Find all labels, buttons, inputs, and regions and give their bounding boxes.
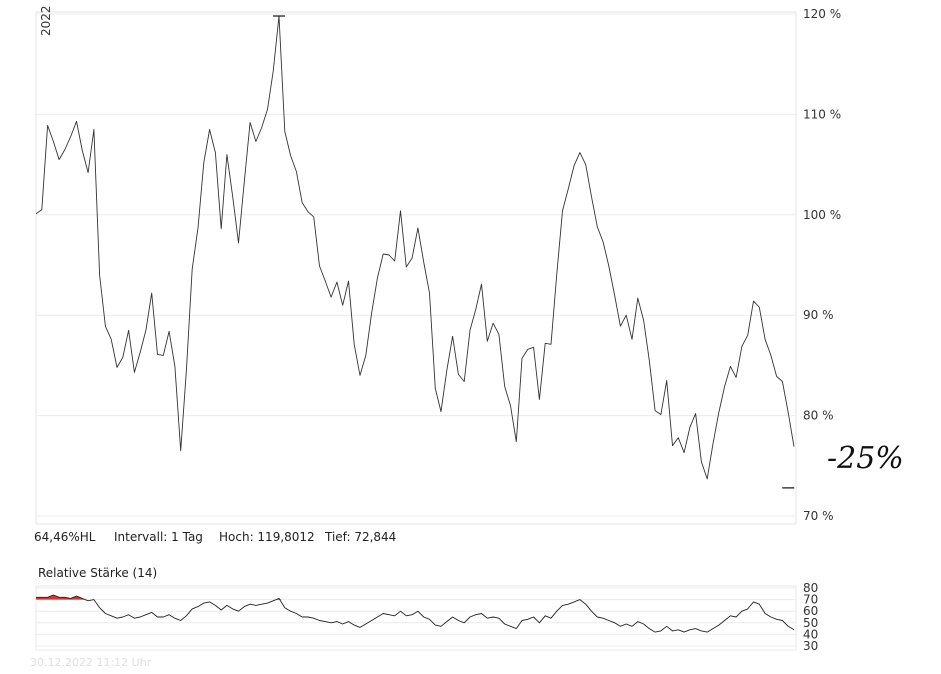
high-label: Hoch: 119,8012 (219, 530, 315, 544)
y-tick-label: 120 % (803, 7, 841, 21)
timestamp: 30.12.2022 11:12 Uhr (30, 656, 152, 669)
main-grid (35, 11, 797, 525)
rsi-grid (35, 585, 797, 651)
y-tick-label: 80 % (803, 409, 834, 423)
y-tick-label: 110 % (803, 107, 841, 121)
year-label: 2022 (39, 5, 53, 36)
main-series (35, 15, 795, 480)
rsi-series (36, 594, 795, 633)
main-plot-frame (35, 11, 797, 525)
rsi-title: Relative Stärke (14) (38, 566, 157, 580)
rsi-tick-label: 30 (803, 639, 818, 653)
rsi-tick-label: 60 (803, 604, 818, 618)
range-label: 64,46%HL (34, 530, 96, 544)
main-price-panel: 120 % 110 % 100 % 90 % 80 % 70 % 2022 (35, 5, 841, 525)
y-tick-label: 70 % (803, 509, 834, 523)
price-line (35, 15, 795, 480)
y-tick-label: 90 % (803, 308, 834, 322)
info-bar: 64,46%HL Intervall: 1 Tag Hoch: 119,8012… (34, 530, 396, 544)
rsi-tick-label: 50 (803, 616, 818, 630)
interval-label: Intervall: 1 Tag (114, 530, 203, 544)
y-tick-label: 100 % (803, 208, 841, 222)
rsi-plot-frame (35, 585, 797, 651)
rsi-tick-label: 40 (803, 627, 818, 641)
low-label: Tief: 72,844 (324, 530, 396, 544)
main-y-axis: 120 % 110 % 100 % 90 % 80 % 70 % (803, 7, 841, 523)
handwritten-annotation: -25% (827, 441, 904, 476)
rsi-tick-label: 80 (803, 581, 818, 595)
rsi-tick-label: 70 (803, 593, 818, 607)
rsi-line (36, 594, 795, 633)
high-low-markers (273, 15, 795, 489)
